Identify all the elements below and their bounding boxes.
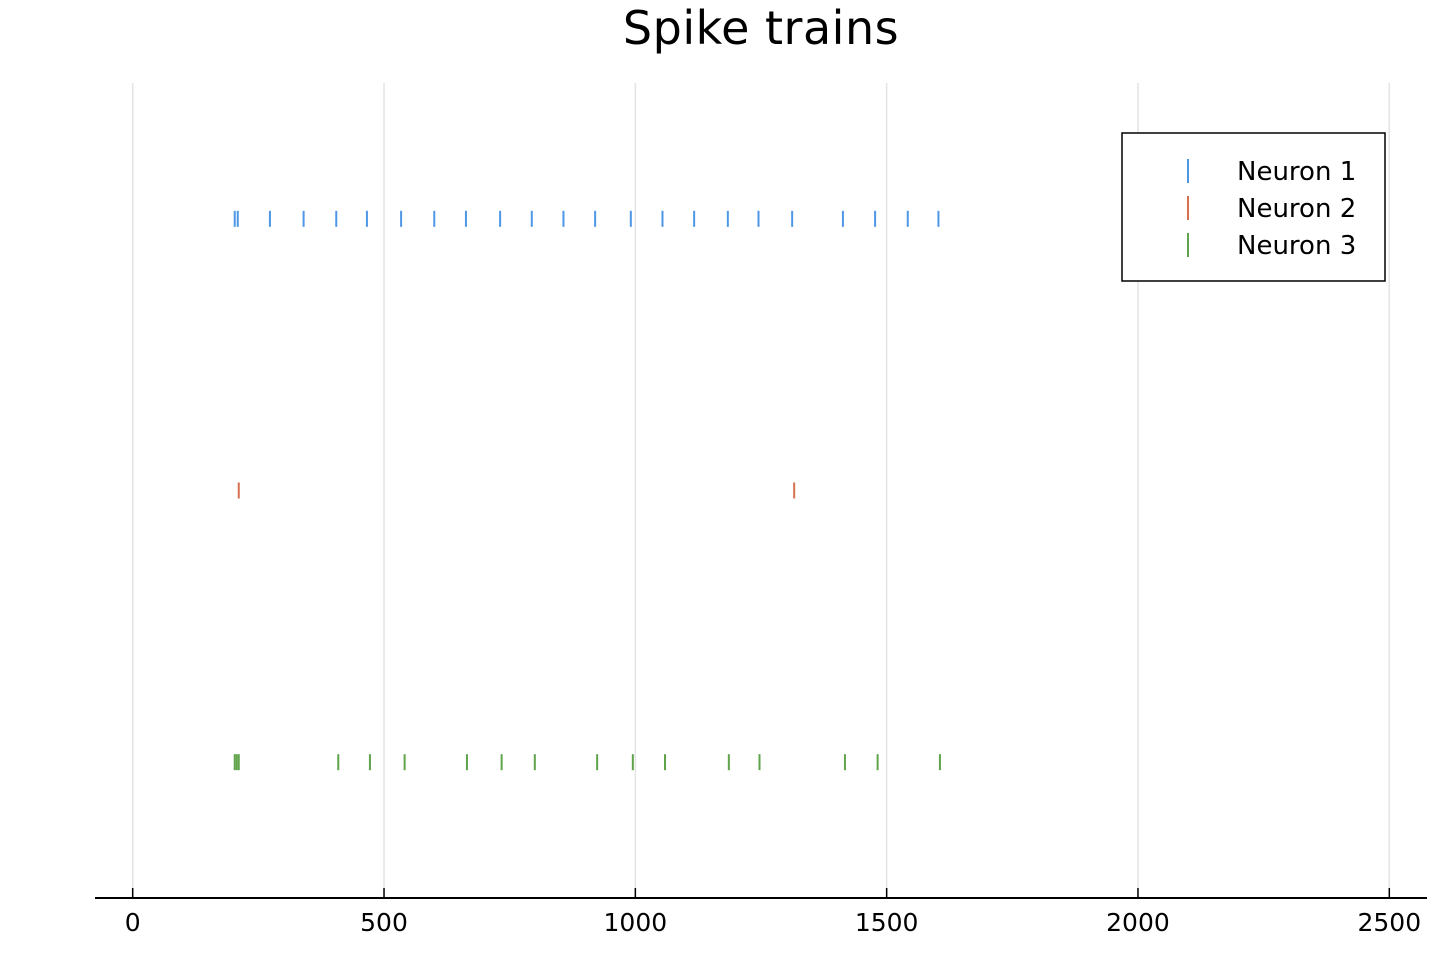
x-tick-label: 2000 bbox=[1106, 908, 1170, 937]
x-tick-label: 1500 bbox=[855, 908, 919, 937]
x-tick-label: 0 bbox=[125, 908, 141, 937]
chart-title: Spike trains bbox=[622, 1, 900, 55]
legend: Neuron 1 Neuron 2 Neuron 3 bbox=[1121, 132, 1386, 282]
legend-label: Neuron 3 bbox=[1237, 231, 1356, 261]
legend-label: Neuron 2 bbox=[1237, 194, 1356, 224]
legend-box bbox=[1121, 132, 1386, 282]
x-tick-label: 2500 bbox=[1357, 908, 1421, 937]
x-tick-label: 1000 bbox=[604, 908, 668, 937]
grid-lines bbox=[131, 83, 1391, 898]
legend-label: Neuron 1 bbox=[1237, 157, 1356, 187]
spike-marks bbox=[233, 210, 941, 771]
x-axis: 0 500 1000 1500 2000 2500 bbox=[95, 888, 1427, 937]
x-tick-label: 500 bbox=[360, 908, 408, 937]
